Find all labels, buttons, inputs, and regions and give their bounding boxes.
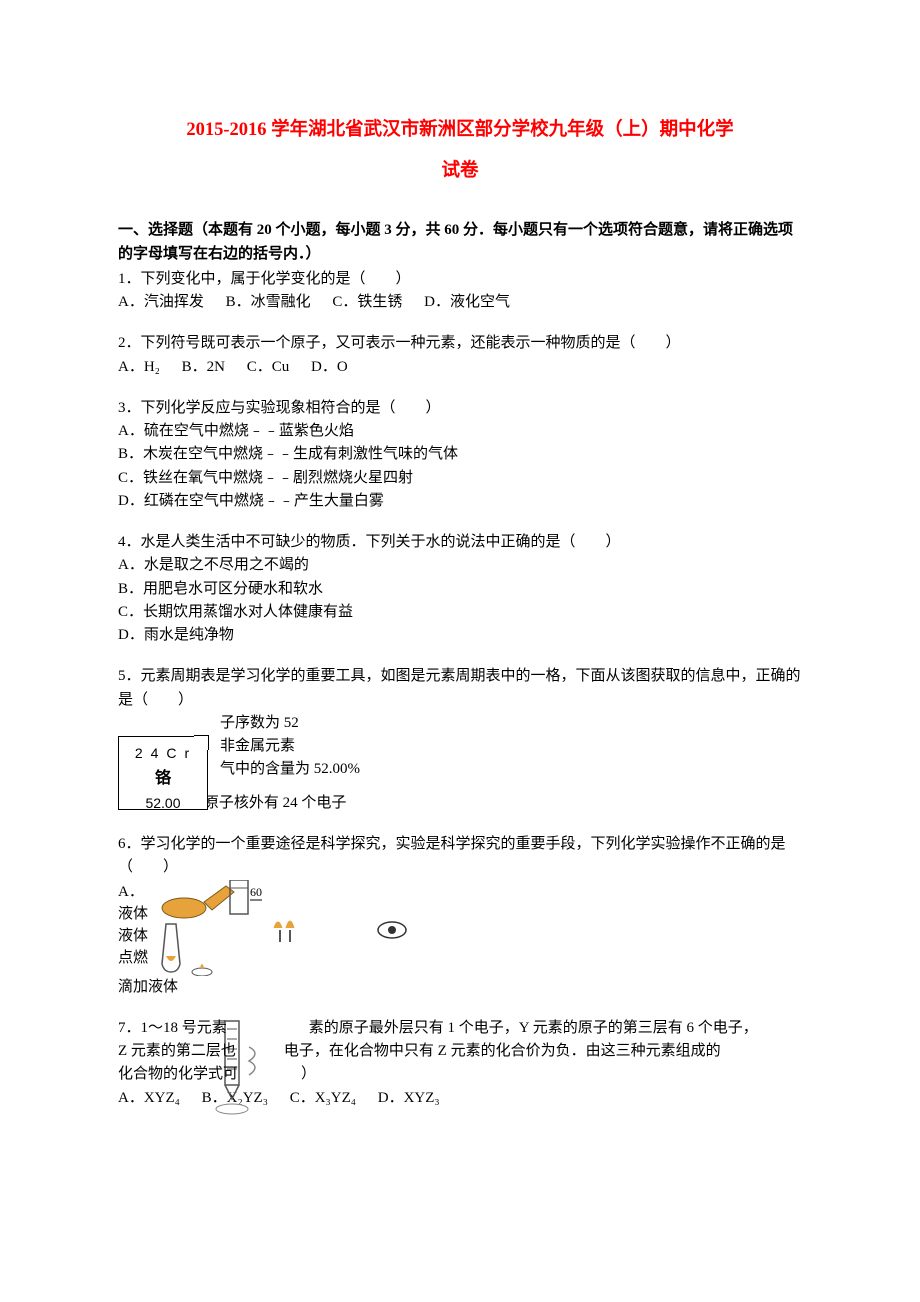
q3-opt-a: A．硫在空气中燃烧﹣﹣蓝紫色火焰	[118, 420, 802, 443]
q6-row-labels: A． 液体 液体 点燃	[118, 880, 156, 970]
q7-opt-a: A．XYZ₄	[118, 1087, 180, 1110]
pt-mass: 52.00	[119, 793, 207, 815]
q6-label-la: 液体	[118, 904, 156, 926]
question-7: 7．1～18 号元素 素的原子最外层只有 1 个电子，Y 元素的原子的第三层有 6…	[118, 1017, 802, 1110]
q5-opt-a: 子序数为 52	[220, 712, 802, 735]
q4-opt-d: D．雨水是纯净物	[118, 624, 802, 647]
q6-stem: 6．学习化学的一个重要途径是科学探究，实验是科学探究的重要手段，下列化学实验操作…	[118, 833, 802, 880]
q2-opt-c: C．Cu	[247, 356, 290, 379]
svg-text:60: 60	[250, 885, 262, 899]
pt-atomic-number: 24	[135, 745, 167, 761]
q2-opt-a: A．H₂	[118, 356, 160, 379]
q7-stem-l2b: 电子，在化合物中只有 Z 元素的化合价为负．由这三种元素组成的	[284, 1043, 721, 1059]
q7-opt-c: C．X₃YZ₄	[290, 1087, 356, 1110]
question-2: 2．下列符号既可表示一个原子，又可表示一种元素，还能表示一种物质的是（ ） A．…	[118, 332, 802, 379]
exam-title: 2015-2016 学年湖北省武汉市新洲区部分学校九年级（上）期中化学 试卷	[118, 110, 802, 191]
q1-opt-b: B．冰雪融化	[226, 291, 311, 314]
section-1-heading: 一、选择题（本题有 20 个小题，每小题 3 分，共 60 分．每小题只有一个选…	[118, 219, 802, 266]
q6-illustrations: 60	[156, 880, 802, 976]
q7-text: 7．1～18 号元素 素的原子最外层只有 1 个电子，Y 元素的原子的第三层有 6…	[118, 1017, 802, 1087]
question-4: 4．水是人类生活中不可缺少的物质．下列关于水的说法中正确的是（ ） A．水是取之…	[118, 531, 802, 647]
title-line-1: 2015-2016 学年湖北省武汉市新洲区部分学校九年级（上）期中化学	[118, 110, 802, 151]
dropper-icon	[296, 914, 416, 974]
title-line-2: 试卷	[118, 151, 802, 192]
q4-stem: 4．水是人类生活中不可缺少的物质．下列关于水的说法中正确的是（ ）	[118, 531, 802, 554]
q5-options-overlapped: 子序数为 52 非金属元素 气中的含量为 52.00%	[118, 712, 802, 790]
question-1: 1．下列变化中，属于化学变化的是（ ） A．汽油挥发 B．冰雪融化 C．铁生锈 …	[118, 268, 802, 315]
pt-name: 铬	[119, 767, 207, 792]
q4-opt-a: A．水是取之不尽用之不竭的	[118, 554, 802, 577]
q6-label-a: A．	[118, 882, 156, 904]
question-6: 6．学习化学的一个重要途径是科学探究，实验是科学探究的重要手段，下列化学实验操作…	[118, 833, 802, 999]
q1-options: A．汽油挥发 B．冰雪融化 C．铁生锈 D．液化空气	[118, 291, 802, 314]
q4-opt-c: C．长期饮用蒸馏水对人体健康有益	[118, 601, 802, 624]
q5-opt-c: 气中的含量为 52.00%	[220, 758, 802, 781]
q7-stem-l3a: 化合物的化学式可	[118, 1066, 238, 1082]
q5-stem: 5．元素周期表是学习化学的重要工具，如图是元素周期表中的一格，下面从该图获取的信…	[118, 665, 802, 712]
q1-opt-d: D．液化空气	[424, 291, 510, 314]
q6-label-ld: 滴加液体	[118, 976, 802, 999]
q3-opt-b: B．木炭在空气中燃烧﹣﹣生成有刺激性气味的气体	[118, 443, 802, 466]
q7-stem-pre: 7．1～18 号元素	[118, 1020, 227, 1036]
q2-opt-b: B．2N	[182, 356, 225, 379]
q7-stem-l2a: Z 元素的第二层也	[118, 1043, 236, 1059]
q2-opt-d: D．O	[311, 356, 348, 379]
q2-options: A．H₂ B．2N C．Cu D．O	[118, 356, 802, 379]
q5-opt-d: D．该原子的原子核外有 24 个电子	[118, 792, 802, 815]
q3-opt-d: D．红磷在空气中燃烧﹣﹣产生大量白雾	[118, 490, 802, 513]
q3-stem: 3．下列化学反应与实验现象相符合的是（ ）	[118, 397, 802, 420]
q3-opt-c: C．铁丝在氧气中燃烧﹣﹣剧烈燃烧火星四射	[118, 467, 802, 490]
q5-opt-b: 非金属元素	[220, 735, 802, 758]
periodic-table-cell: 24Cr 铬 52.00	[118, 736, 208, 810]
q4-opt-b: B．用肥皂水可区分硬水和软水	[118, 578, 802, 601]
q1-opt-c: C．铁生锈	[332, 291, 402, 314]
q1-opt-a: A．汽油挥发	[118, 291, 204, 314]
pt-symbol: Cr	[166, 745, 197, 761]
q1-stem: 1．下列变化中，属于化学变化的是（ ）	[118, 268, 802, 291]
q2-stem: 2．下列符号既可表示一个原子，又可表示一种元素，还能表示一种物质的是（ ）	[118, 332, 802, 355]
q6-label-lb: 液体	[118, 926, 156, 948]
q7-stem-mid1: 素的原子最外层只有 1 个电子，Y 元素的原子的第三层有 6 个电子，	[309, 1020, 758, 1036]
q6-label-lc: 点燃	[118, 948, 156, 970]
exam-page: 2015-2016 学年湖北省武汉市新洲区部分学校九年级（上）期中化学 试卷 一…	[0, 0, 920, 1168]
question-3: 3．下列化学反应与实验现象相符合的是（ ） A．硫在空气中燃烧﹣﹣蓝紫色火焰 B…	[118, 397, 802, 513]
heat-testtube-icon	[156, 916, 226, 976]
q7-opt-d: D．XYZ₃	[378, 1087, 440, 1110]
question-5: 5．元素周期表是学习化学的重要工具，如图是元素周期表中的一格，下面从该图获取的信…	[118, 665, 802, 815]
q7-stem-l3b: ）	[286, 1066, 316, 1082]
